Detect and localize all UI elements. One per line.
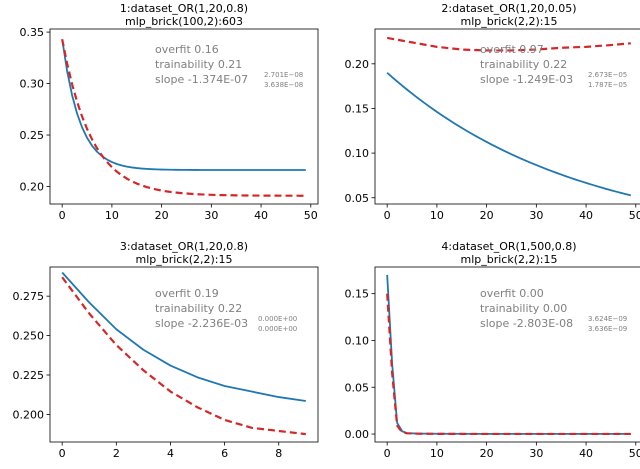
y-tick-label: 0.15: [345, 102, 370, 115]
chart-title-line2: mlp_brick(100,2):603: [125, 15, 243, 28]
y-tick-label: 0.225: [13, 369, 45, 382]
chart-title-line2: mlp_brick(2,2):15: [460, 253, 557, 266]
slope-superscript: 2.673E−05: [588, 71, 627, 79]
y-tick-label: 0.35: [20, 26, 45, 39]
x-tick-label: 2: [113, 447, 120, 460]
trainability-label: trainability 0.21: [155, 58, 242, 71]
slope-label: slope -2.803E-08: [480, 317, 573, 330]
x-tick-label: 50: [629, 209, 640, 222]
plot-frame: [374, 266, 640, 443]
x-tick-label: 40: [579, 209, 593, 222]
x-tick-label: 40: [579, 447, 593, 460]
x-tick-label: 20: [480, 209, 494, 222]
series-line-validation: [386, 36, 631, 52]
y-tick-label: 0.00: [345, 428, 370, 441]
x-tick-label: 0: [59, 209, 66, 222]
x-tick-label: 10: [105, 209, 119, 222]
trainability-label: trainability 0.00: [480, 302, 567, 315]
x-tick-label: 10: [430, 447, 444, 460]
chart-title-line2: mlp_brick(2,2):15: [135, 253, 232, 266]
y-tick-label: 0.15: [345, 288, 370, 301]
trainability-label: trainability 0.22: [480, 58, 567, 71]
slope-value: slope -1.374E-07: [155, 73, 248, 86]
x-tick-label: 30: [204, 209, 218, 222]
y-tick-label: 0.05: [345, 381, 370, 394]
axis-ticks: 0 10 20 30 40 50 0.20 0.25 0.30 0.35: [20, 26, 318, 222]
series-line-train: [61, 271, 306, 402]
chart-panel-3: 3:dataset_OR(1,20,0.8) mlp_brick(2,2):15…: [13, 240, 319, 460]
chart-title-line2: mlp_brick(2,2):15: [460, 15, 557, 28]
y-tick-label: 0.05: [345, 192, 370, 205]
series-line-train: [386, 72, 632, 197]
y-tick-label: 0.25: [20, 129, 45, 142]
chart-panel-2: 2:dataset_OR(1,20,0.05) mlp_brick(2,2):1…: [345, 2, 640, 222]
x-tick-label: 50: [629, 447, 640, 460]
overfit-label: overfit 0.19: [155, 287, 219, 300]
y-tick-label: 0.200: [13, 408, 45, 421]
axis-ticks: 0 2 4 6 8 0.200 0.225 0.250 0.275: [13, 290, 283, 460]
x-tick-label: 0: [384, 447, 391, 460]
chart-title-line1: 1:dataset_OR(1,20,0.8): [120, 2, 248, 15]
slope-subscript: 3.638E−08: [264, 81, 303, 89]
y-tick-label: 0.30: [20, 78, 45, 91]
axis-ticks: 0 10 20 30 40 50 0.00 0.05 0.10 0.15: [345, 288, 640, 460]
y-tick-label: 0.20: [345, 58, 370, 71]
overfit-label: overfit 0.00: [480, 287, 544, 300]
slope-superscript: 0.000E+00: [258, 315, 297, 323]
series-lines: [61, 271, 306, 436]
series-lines: [386, 36, 632, 197]
trainability-label: trainability 0.22: [155, 302, 242, 315]
x-tick-label: 6: [221, 447, 228, 460]
plot-frame: [49, 28, 319, 205]
x-tick-label: 0: [384, 209, 391, 222]
x-tick-label: 0: [59, 447, 66, 460]
series-line-validation: [61, 39, 306, 197]
series-line-validation: [386, 293, 631, 436]
slope-value: slope -2.236E-03: [155, 317, 248, 330]
y-tick-label: 0.275: [13, 290, 45, 303]
slope-superscript: 3.624E−09: [588, 315, 627, 323]
x-tick-label: 30: [529, 447, 543, 460]
series-line-validation: [61, 276, 306, 436]
chart-panel-4: 4:dataset_OR(1,500,0.8) mlp_brick(2,2):1…: [345, 240, 640, 460]
x-tick-label: 8: [275, 447, 282, 460]
slope-subscript: 0.000E+00: [258, 325, 297, 333]
slope-subscript: 1.787E−05: [588, 81, 627, 89]
slope-value: slope -2.803E-08: [480, 317, 573, 330]
axis-ticks: 0 10 20 30 40 50 0.05 0.10 0.15 0.20: [345, 58, 640, 222]
series-lines: [386, 274, 631, 436]
chart-title-line1: 4:dataset_OR(1,500,0.8): [441, 240, 576, 253]
y-tick-label: 0.10: [345, 147, 370, 160]
chart-panel-1: 1:dataset_OR(1,20,0.8) mlp_brick(100,2):…: [20, 2, 319, 222]
x-tick-label: 30: [529, 209, 543, 222]
y-tick-label: 0.20: [20, 181, 45, 194]
plot-frame: [49, 266, 319, 443]
slope-value: slope -1.249E-03: [480, 73, 573, 86]
x-tick-label: 4: [167, 447, 174, 460]
plot-frame: [374, 28, 640, 205]
x-tick-label: 10: [430, 209, 444, 222]
chart-title-line1: 2:dataset_OR(1,20,0.05): [441, 2, 576, 15]
y-tick-label: 0.10: [345, 334, 370, 347]
chart-title-line1: 3:dataset_OR(1,20,0.8): [120, 240, 248, 253]
slope-subscript: 3.636E−09: [588, 325, 627, 333]
slope-label: slope -1.374E-07: [155, 73, 248, 86]
overfit-label: overfit 0.97: [480, 43, 544, 56]
series-lines: [61, 39, 306, 197]
x-tick-label: 40: [254, 209, 268, 222]
y-tick-label: 0.250: [13, 330, 45, 343]
x-tick-label: 20: [480, 447, 494, 460]
x-tick-label: 50: [304, 209, 318, 222]
slope-label: slope -1.249E-03: [480, 73, 573, 86]
overfit-label: overfit 0.16: [155, 43, 219, 56]
x-tick-label: 20: [155, 209, 169, 222]
slope-superscript: 2.701E−08: [264, 71, 303, 79]
slope-label: slope -2.236E-03: [155, 317, 248, 330]
